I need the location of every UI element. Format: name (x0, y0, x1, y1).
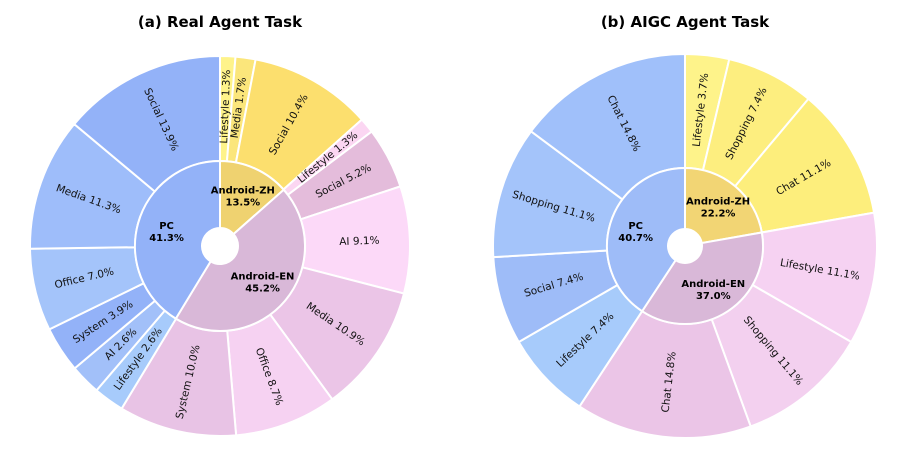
inner-ring (606, 166, 764, 325)
center-hole (668, 229, 702, 263)
outer-ring (492, 52, 878, 439)
inner-ring (134, 159, 306, 332)
inner-label-android-zh: Android-ZH 13.5% (211, 185, 275, 208)
inner-label-android-zh: Android-ZH 22.2% (686, 197, 750, 220)
inner-label-android-en: Android-EN 45.2% (231, 272, 295, 295)
chart-title: (b) AIGC Agent Task (601, 13, 770, 31)
inner-label-android-en: Android-EN 37.0% (681, 279, 745, 302)
inner-labels: Android-ZH 22.2% Android-EN 37.0% PC 40.7% (618, 197, 750, 302)
inner-label-pc: PC 40.7% (618, 221, 653, 244)
chart-aigc-agent-task: (b) AIGC Agent Task Lifestyle 3.7% Shoppi… (492, 13, 878, 439)
outer-label-lifestyle-1-3: Lifestyle 1.3% (218, 69, 233, 144)
outer-label-ai-9-1: AI 9.1% (339, 235, 380, 248)
inner-label-pc: PC 41.3% (149, 221, 184, 244)
outer-ring (29, 54, 411, 437)
inner-labels: Android-ZH 13.5% Android-EN 45.2% PC 41.3% (149, 185, 294, 294)
chart-real-agent-task: (a) Real Agent Task Lifestyle 1.3%Media … (29, 13, 411, 437)
chart-title: (a) Real Agent Task (138, 13, 303, 31)
center-hole (202, 228, 238, 264)
